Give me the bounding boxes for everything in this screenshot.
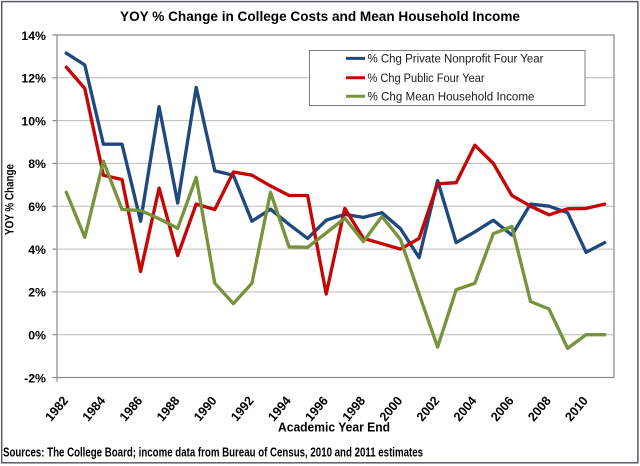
- svg-text:8%: 8%: [28, 157, 46, 171]
- svg-text:10%: 10%: [21, 114, 46, 128]
- svg-text:YOY % Change in College Costs: YOY % Change in College Costs and Mean H…: [120, 9, 520, 24]
- svg-text:% Chg Mean Household Income: % Chg Mean Household Income: [368, 89, 535, 103]
- svg-text:% Chg Private Nonprofit Four Y: % Chg Private Nonprofit Four Year: [368, 52, 544, 66]
- svg-text:14%: 14%: [21, 29, 46, 43]
- svg-text:4%: 4%: [28, 243, 46, 257]
- svg-text:12%: 12%: [21, 72, 46, 86]
- svg-text:6%: 6%: [28, 200, 46, 214]
- svg-text:Academic Year End: Academic Year End: [278, 420, 390, 435]
- svg-text:Sources: The College Board; in: Sources: The College Board; income data …: [3, 445, 423, 460]
- svg-text:% Chg Public Four Year: % Chg Public Four Year: [368, 71, 485, 85]
- svg-text:0%: 0%: [28, 329, 46, 343]
- svg-text:YOY % Change: YOY % Change: [4, 164, 16, 235]
- svg-text:-2%: -2%: [24, 371, 46, 385]
- svg-text:2%: 2%: [28, 286, 46, 300]
